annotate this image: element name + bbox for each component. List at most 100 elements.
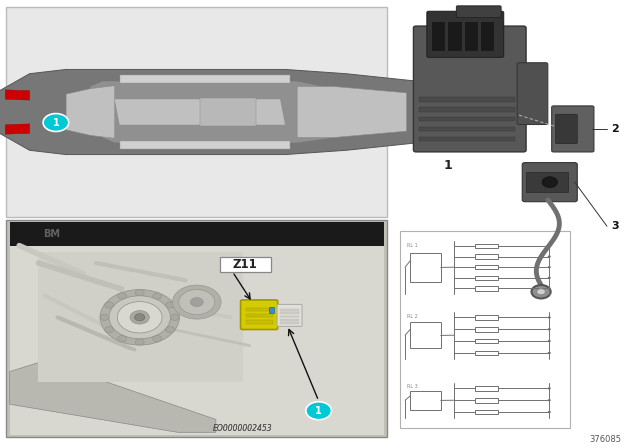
Bar	[10, 222, 384, 246]
Bar	[475, 265, 499, 269]
Circle shape	[105, 302, 114, 308]
Circle shape	[548, 387, 551, 389]
Polygon shape	[0, 69, 451, 155]
Circle shape	[130, 310, 149, 324]
Bar	[400, 231, 570, 428]
Bar	[475, 286, 499, 291]
Circle shape	[109, 296, 170, 339]
Polygon shape	[66, 86, 115, 138]
Bar	[410, 253, 441, 282]
Bar	[419, 117, 515, 121]
Bar	[269, 306, 275, 314]
Circle shape	[166, 327, 175, 333]
Bar	[38, 252, 243, 383]
Circle shape	[531, 285, 550, 298]
Bar	[410, 391, 441, 410]
Bar	[10, 222, 384, 435]
Bar	[419, 107, 515, 112]
Circle shape	[118, 293, 127, 299]
Polygon shape	[90, 82, 333, 142]
Circle shape	[173, 285, 221, 319]
FancyBboxPatch shape	[456, 6, 501, 17]
FancyBboxPatch shape	[517, 63, 548, 125]
Circle shape	[306, 402, 332, 420]
Bar	[246, 320, 273, 323]
Circle shape	[118, 336, 127, 342]
Bar	[280, 309, 299, 311]
Bar	[475, 339, 499, 344]
Bar	[448, 22, 461, 50]
Bar	[481, 22, 493, 50]
FancyBboxPatch shape	[556, 114, 577, 144]
Polygon shape	[200, 99, 256, 125]
Circle shape	[548, 245, 551, 247]
Circle shape	[548, 316, 551, 319]
Circle shape	[100, 289, 179, 345]
Bar	[220, 257, 271, 271]
Polygon shape	[5, 124, 29, 134]
FancyBboxPatch shape	[241, 300, 278, 330]
Circle shape	[536, 289, 545, 295]
FancyBboxPatch shape	[522, 163, 577, 202]
Bar	[475, 244, 499, 248]
Circle shape	[548, 266, 551, 268]
FancyBboxPatch shape	[552, 106, 594, 152]
Bar	[246, 314, 273, 317]
Circle shape	[548, 399, 551, 401]
Circle shape	[179, 289, 215, 314]
Circle shape	[135, 339, 144, 345]
Text: RL 3: RL 3	[407, 383, 417, 388]
Circle shape	[542, 177, 557, 188]
Circle shape	[43, 114, 68, 131]
Polygon shape	[115, 99, 285, 125]
Bar	[397, 4, 634, 444]
Bar	[280, 313, 299, 314]
Bar	[526, 172, 568, 192]
Circle shape	[548, 411, 551, 413]
Circle shape	[548, 352, 551, 354]
Circle shape	[548, 287, 551, 289]
Bar	[432, 22, 444, 50]
Text: 1: 1	[52, 117, 60, 128]
Bar	[475, 327, 499, 332]
Bar	[280, 315, 299, 317]
Bar	[280, 322, 299, 323]
Bar	[475, 276, 499, 280]
Circle shape	[191, 297, 204, 306]
Bar	[410, 323, 441, 349]
Polygon shape	[120, 74, 290, 83]
Bar	[475, 386, 499, 391]
Text: 1: 1	[316, 406, 322, 416]
Bar	[475, 315, 499, 320]
Text: 3: 3	[611, 221, 618, 231]
Text: 2: 2	[611, 124, 618, 134]
Text: RL 1: RL 1	[407, 243, 417, 248]
Circle shape	[170, 314, 179, 320]
Bar	[6, 220, 387, 437]
Circle shape	[100, 314, 109, 320]
Bar	[475, 398, 499, 403]
FancyBboxPatch shape	[277, 305, 302, 326]
Bar	[246, 307, 273, 311]
Bar	[475, 410, 499, 414]
Text: 1: 1	[444, 159, 452, 172]
Circle shape	[117, 302, 162, 333]
Circle shape	[548, 340, 551, 342]
Bar	[475, 254, 499, 258]
Polygon shape	[297, 86, 406, 138]
Text: EO0000002453: EO0000002453	[212, 424, 272, 433]
Text: 376085: 376085	[589, 435, 621, 444]
Polygon shape	[10, 361, 216, 432]
Circle shape	[548, 277, 551, 279]
Circle shape	[548, 328, 551, 331]
Bar	[419, 97, 515, 102]
Circle shape	[153, 293, 162, 299]
Bar	[6, 7, 387, 217]
Text: BM: BM	[43, 229, 60, 239]
Bar	[280, 319, 299, 321]
Text: Z11: Z11	[233, 258, 258, 271]
Bar	[475, 351, 499, 355]
Circle shape	[105, 327, 114, 333]
Circle shape	[135, 289, 144, 296]
Bar	[419, 127, 515, 131]
